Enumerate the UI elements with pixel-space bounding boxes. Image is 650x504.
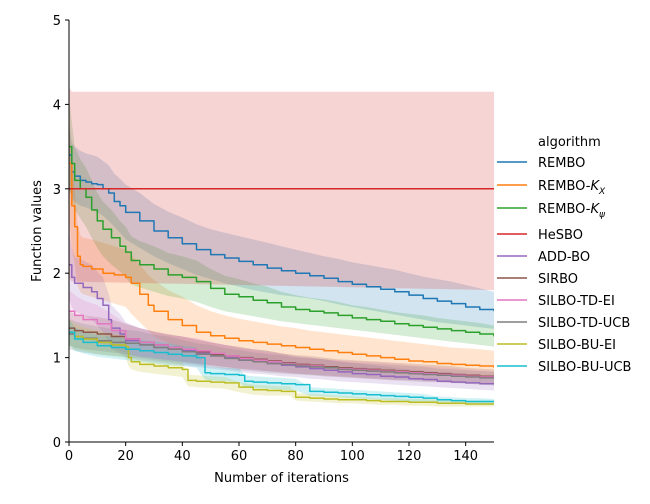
legend-label-main: HeSBO <box>538 228 583 243</box>
rembo-kpsi-line <box>69 145 494 337</box>
x-tick-label: 40 <box>174 449 191 464</box>
legend-label-sirbo: SIRBO <box>538 272 578 287</box>
rembo-kx-band <box>69 121 494 377</box>
rembo-line <box>69 154 494 312</box>
y-tick-label: 3 <box>53 183 61 198</box>
legend-label-hesbo: HeSBO <box>538 228 583 243</box>
legend-label-main: SILBO-BU-UCB <box>538 360 631 375</box>
legend-label-main: SIRBO <box>538 272 578 287</box>
x-tick-label: 100 <box>340 449 365 464</box>
rembo-kx-line <box>69 162 494 368</box>
confidence-bands <box>69 87 494 407</box>
x-tick-label: 0 <box>65 449 73 464</box>
rembo-kpsi-band <box>69 96 494 347</box>
x-tick-label: 140 <box>453 449 478 464</box>
legend-label-k: K <box>590 179 600 194</box>
legend-label-sub: ψ <box>599 210 606 220</box>
legend-label-main: ADD-BO <box>538 250 590 265</box>
silbo-bu-ei-line <box>69 331 494 405</box>
legend-label-main: REMBO- <box>538 202 591 217</box>
silbo-td-ucb-band <box>69 318 494 386</box>
series-lines <box>69 145 494 405</box>
legend-label-rembo: REMBO <box>538 156 585 171</box>
legend-title: algorithm <box>538 135 601 150</box>
x-tick-label: 60 <box>231 449 248 464</box>
legend-label-rembo-kx: REMBO-KX <box>538 179 606 197</box>
y-tick-label: 1 <box>53 352 61 367</box>
legend-label-silbo-bu-ucb: SILBO-BU-UCB <box>538 360 631 375</box>
y-axis-label: Function values <box>30 180 45 282</box>
legend-label-silbo-td-ucb: SILBO-TD-UCB <box>538 316 630 331</box>
legend-label-silbo-td-ei: SILBO-TD-EI <box>538 294 615 309</box>
legend-label-main: REMBO- <box>538 179 591 194</box>
legend-label-rembo-kpsi: REMBO-Kψ <box>538 202 606 220</box>
silbo-bu-ei-band <box>69 319 494 407</box>
silbo-bu-ucb-line <box>69 331 494 403</box>
sirbo-band <box>69 311 494 384</box>
silbo-td-ucb-line <box>69 333 494 379</box>
x-axis-label: Number of iterations <box>214 471 349 486</box>
legend-label-main: SILBO-TD-UCB <box>538 316 630 331</box>
x-tick-label: 120 <box>397 449 422 464</box>
legend-label-k: K <box>590 202 600 217</box>
rembo-band <box>69 121 494 329</box>
legend: algorithmREMBOREMBO-KXREMBO-KψHeSBOADD-B… <box>497 135 631 375</box>
legend-label-main: SILBO-TD-EI <box>538 294 615 309</box>
axes: 0 20 40 60 80 100 120 140 0 1 2 3 4 5 Number of iterat… <box>30 14 494 486</box>
silbo-bu-ucb-band <box>69 319 494 405</box>
legend-label-main: SILBO-BU-EI <box>538 338 616 353</box>
legend-label-main: REMBO <box>538 156 585 171</box>
y-tick-label: 0 <box>53 436 61 451</box>
x-tick-label: 20 <box>117 449 134 464</box>
y-tick-label: 2 <box>53 267 61 282</box>
legend-label-silbo-bu-ei: SILBO-BU-EI <box>538 338 616 353</box>
add-bo-band <box>69 231 494 391</box>
y-tick-label: 4 <box>53 98 61 113</box>
legend-label-add-bo: ADD-BO <box>538 250 590 265</box>
legend-label-sub: X <box>598 187 606 197</box>
x-tick-label: 80 <box>287 449 304 464</box>
y-tick-label: 5 <box>53 14 61 29</box>
